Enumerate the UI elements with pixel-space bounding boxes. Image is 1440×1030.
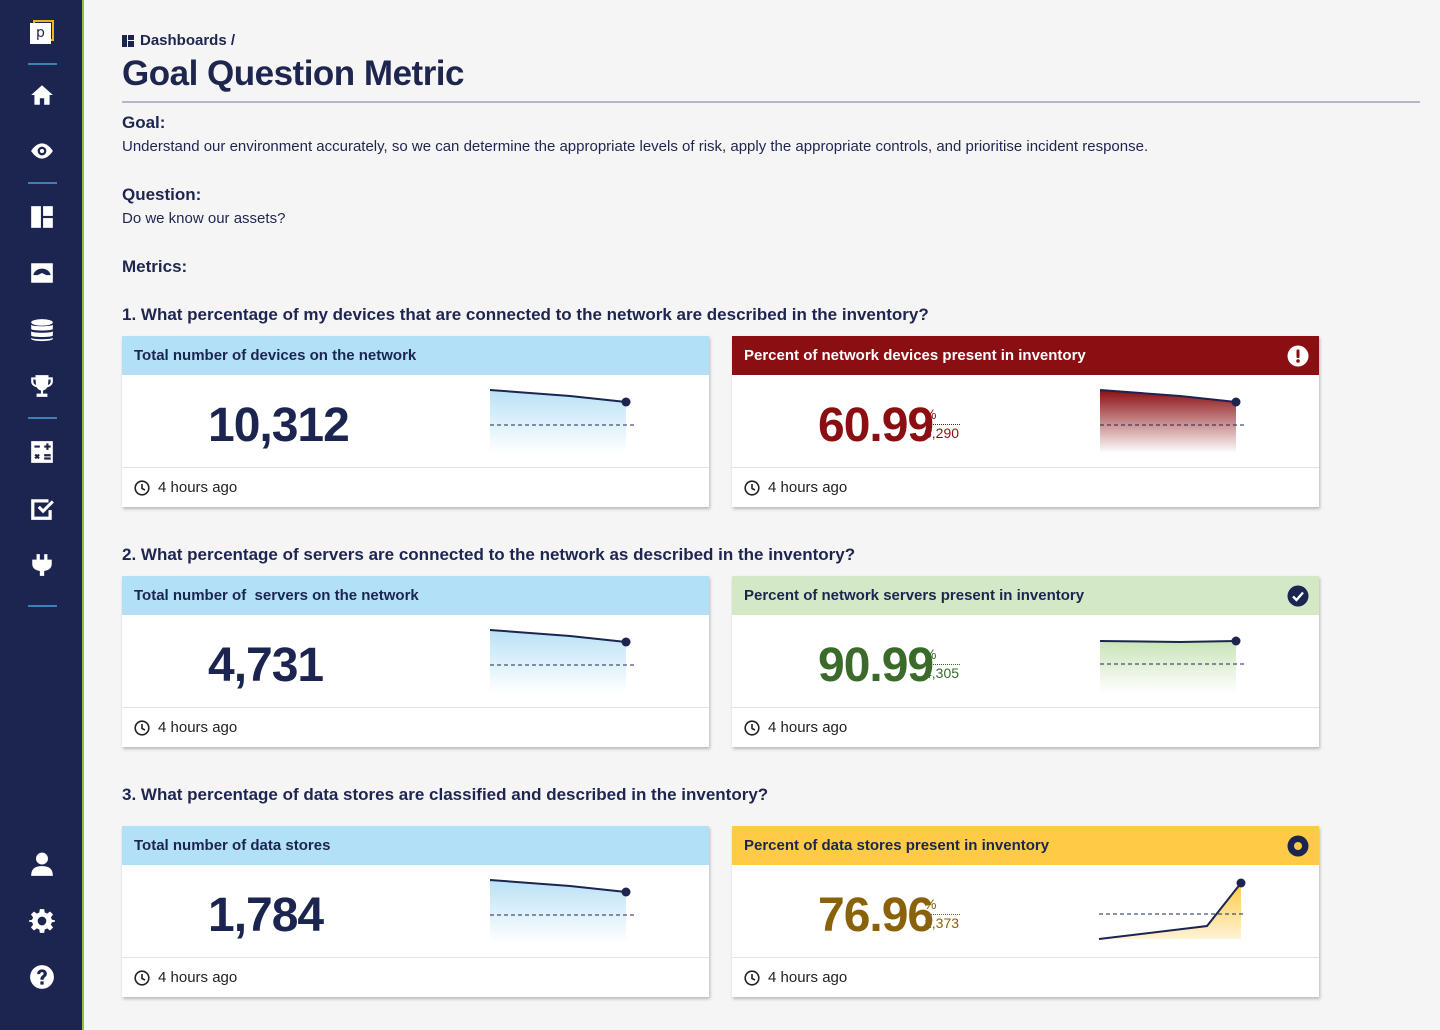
dot-circle-icon bbox=[1287, 835, 1309, 857]
page-title: Goal Question Metric bbox=[122, 54, 465, 93]
card-title: Percent of network devices present in in… bbox=[744, 347, 1086, 364]
percent-sub: % 6,290 bbox=[924, 406, 960, 441]
percent-card[interactable]: Percent of network servers present in in… bbox=[732, 576, 1319, 747]
updated-time: 4 hours ago bbox=[768, 969, 848, 986]
updated-time: 4 hours ago bbox=[158, 479, 238, 496]
percent-value: 90.99 bbox=[818, 639, 934, 692]
goal-text: Understand our environment accurately, s… bbox=[122, 138, 1149, 155]
trophy-icon[interactable] bbox=[28, 372, 56, 400]
count-value: 4,305 bbox=[924, 665, 960, 681]
checkbox-icon[interactable] bbox=[28, 495, 56, 523]
percent-value: 60.99 bbox=[818, 399, 934, 452]
dashboard-icon bbox=[122, 34, 134, 47]
total-value: 1,784 bbox=[208, 889, 324, 942]
sidebar-divider bbox=[28, 63, 57, 65]
help-icon[interactable] bbox=[28, 963, 56, 991]
check-circle-icon bbox=[1287, 585, 1309, 607]
card-title: Total number of servers on the network bbox=[122, 576, 709, 615]
sidebar: p bbox=[0, 0, 84, 1030]
sparkline-chart bbox=[490, 629, 634, 693]
metric-question: 2. What percentage of servers are connec… bbox=[122, 545, 856, 564]
percent-sub: % 4,305 bbox=[924, 646, 960, 681]
sidebar-divider bbox=[28, 417, 57, 419]
breadcrumb-label[interactable]: Dashboards / bbox=[140, 32, 236, 49]
gear-icon[interactable] bbox=[28, 907, 56, 935]
total-card[interactable]: Total number of servers on the network 4… bbox=[122, 576, 709, 747]
home-icon[interactable] bbox=[28, 81, 56, 109]
card-title: Percent of network servers present in in… bbox=[744, 587, 1085, 604]
sparkline-chart bbox=[490, 879, 634, 943]
metrics-label: Metrics: bbox=[122, 257, 188, 276]
clock-icon bbox=[744, 719, 760, 736]
total-value: 4,731 bbox=[208, 639, 324, 692]
sparkline-chart bbox=[490, 389, 634, 453]
card-title: Total number of data stores bbox=[122, 826, 709, 865]
percent-value: 76.96 bbox=[818, 889, 934, 942]
question-text: Do we know our assets? bbox=[122, 210, 286, 227]
percent-sub: % 1,373 bbox=[924, 896, 960, 931]
eye-icon[interactable] bbox=[28, 137, 56, 165]
clock-icon bbox=[134, 969, 150, 986]
gauge-icon[interactable] bbox=[28, 259, 56, 287]
updated-time: 4 hours ago bbox=[768, 479, 848, 496]
percent-unit: % bbox=[924, 406, 960, 425]
updated-time: 4 hours ago bbox=[158, 969, 238, 986]
plug-icon[interactable] bbox=[28, 551, 56, 579]
calculator-icon[interactable] bbox=[28, 438, 56, 466]
title-divider bbox=[122, 101, 1420, 103]
question-label: Question: bbox=[122, 185, 202, 204]
updated-time: 4 hours ago bbox=[768, 719, 848, 736]
total-value: 10,312 bbox=[208, 399, 350, 452]
clock-icon bbox=[134, 719, 150, 736]
percent-unit: % bbox=[924, 896, 960, 915]
user-icon[interactable] bbox=[28, 850, 56, 878]
dashboard-icon[interactable] bbox=[28, 203, 56, 231]
updated-time: 4 hours ago bbox=[158, 719, 238, 736]
database-icon[interactable] bbox=[28, 316, 56, 344]
sparkline-chart bbox=[1098, 878, 1246, 940]
percent-card[interactable]: Percent of data stores present in invent… bbox=[732, 826, 1319, 997]
sidebar-divider bbox=[28, 182, 57, 184]
total-card[interactable]: Total number of devices on the network 1… bbox=[122, 336, 709, 507]
count-value: 6,290 bbox=[924, 425, 960, 441]
sparkline-chart bbox=[1100, 389, 1244, 453]
breadcrumb[interactable]: Dashboards / bbox=[122, 32, 235, 49]
clock-icon bbox=[744, 969, 760, 986]
goal-label: Goal: bbox=[122, 113, 166, 132]
exclamation-circle-icon bbox=[1287, 345, 1309, 367]
total-card[interactable]: Total number of data stores 1,784 4 hour… bbox=[122, 826, 709, 997]
clock-icon bbox=[134, 479, 150, 496]
card-title: Total number of devices on the network bbox=[122, 336, 709, 375]
percent-card[interactable]: Percent of network devices present in in… bbox=[732, 336, 1319, 507]
metric-question: 3. What percentage of data stores are cl… bbox=[122, 785, 769, 804]
clock-icon bbox=[744, 479, 760, 496]
sidebar-divider bbox=[28, 605, 57, 607]
sparkline-chart bbox=[1100, 636, 1244, 693]
percent-unit: % bbox=[924, 646, 960, 665]
card-title: Percent of data stores present in invent… bbox=[744, 837, 1050, 854]
logo-icon[interactable]: p bbox=[30, 20, 54, 44]
metric-question: 1. What percentage of my devices that ar… bbox=[122, 305, 929, 324]
count-value: 1,373 bbox=[924, 915, 960, 931]
